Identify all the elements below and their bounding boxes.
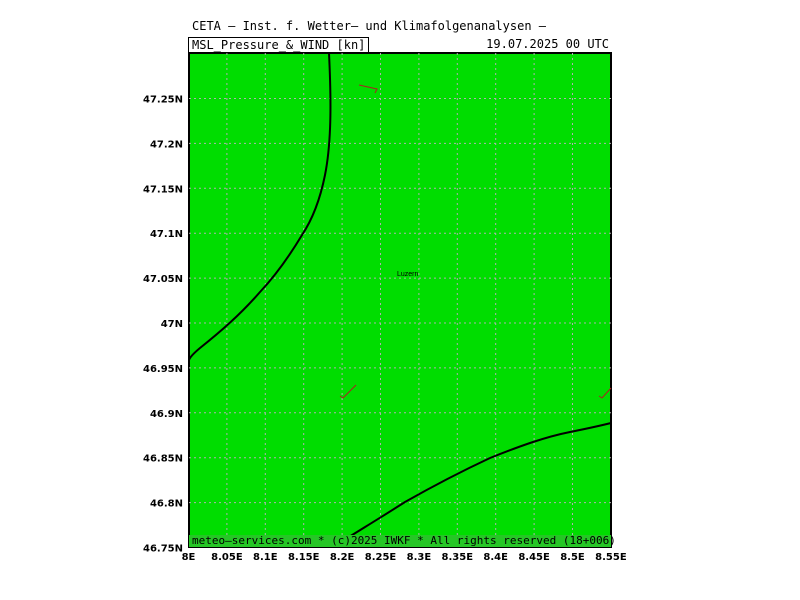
lat-tick-label: 47.25N	[143, 95, 183, 106]
lat-tick-label: 46.9N	[150, 409, 183, 420]
lon-tick-label: 8.4E	[483, 552, 508, 563]
chart-title: CETA – Inst. f. Wetter– und Klimafolgena…	[192, 19, 547, 33]
lat-tick-label: 47.15N	[143, 184, 183, 195]
lon-tick-label: 8.55E	[595, 552, 627, 563]
copyright-footer: meteo–services.com * (c)2025 IWKF * All …	[192, 534, 616, 547]
isobar-southeast	[332, 422, 612, 548]
lat-tick-label: 46.75N	[143, 544, 183, 555]
lon-tick-label: 8.35E	[442, 552, 474, 563]
lon-tick-label: 8E	[182, 552, 196, 563]
lat-tick-label: 46.95N	[143, 364, 183, 375]
map-area	[188, 52, 612, 548]
wind-barb	[358, 84, 378, 94]
lon-tick-label: 8.15E	[288, 552, 320, 563]
isobar-northwest	[188, 52, 332, 361]
latitude-tick-labels: 47.25N 47.2N 47.15N 47.1N 47.05N 47N 46.95N 46.…	[143, 95, 183, 555]
grid-lines	[189, 53, 611, 547]
lon-tick-label: 8.05E	[211, 552, 243, 563]
lon-tick-label: 8.2E	[330, 552, 355, 563]
lon-tick-label: 8.3E	[407, 552, 432, 563]
lat-tick-label: 47.2N	[150, 139, 183, 150]
footer-bar	[189, 535, 611, 547]
lon-tick-label: 8.25E	[365, 552, 397, 563]
wind-barb	[339, 384, 357, 399]
product-label: MSL_Pressure_&_WIND [kn]	[188, 37, 370, 52]
longitude-tick-labels: 8E 8.05E 8.1E 8.15E 8.2E 8.25E 8.3E 8.35E 8.4E 8.…	[182, 552, 627, 563]
lat-tick-label: 47.05N	[143, 274, 183, 285]
lat-tick-label: 46.8N	[150, 499, 183, 510]
lat-tick-label: 46.85N	[143, 454, 183, 465]
valid-time: 19.07.2025 00 UTC	[486, 37, 609, 51]
city-label-luzern: Luzern	[397, 271, 419, 278]
lon-tick-label: 8.5E	[560, 552, 585, 563]
lat-tick-label: 47N	[161, 319, 183, 330]
wind-barb	[598, 387, 612, 399]
lon-tick-label: 8.1E	[253, 552, 278, 563]
lat-tick-label: 47.1N	[150, 229, 183, 240]
lon-tick-label: 8.45E	[518, 552, 550, 563]
